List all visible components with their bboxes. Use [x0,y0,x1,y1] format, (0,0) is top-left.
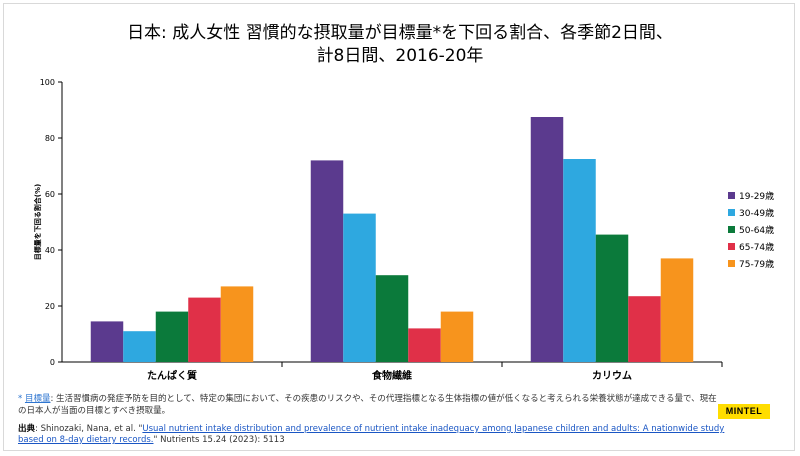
legend-swatch [728,192,735,199]
x-category-label: 食物繊維 [371,369,412,382]
y-tick-label: 60 [45,190,55,199]
footnote: * 目標量: 生活習慣病の発症予防を目的として、特定の集団において、その疾患のリ… [18,393,718,417]
source-authors: : Shinozaki, Nana, et al. " [35,424,143,434]
y-tick-label: 0 [50,358,55,367]
bar [530,117,564,362]
bar [375,275,409,362]
mintel-logo: MINTEL [718,404,770,419]
source-suffix: " Nutrients 15.24 (2023): 5113 [153,435,285,445]
bar [408,328,441,362]
footnote-text: : 生活習慣病の発症予防を目的として、特定の集団において、その疾患のリスクや、そ… [18,394,717,416]
chart-title-line2: 計8日間、2016-20年 [316,46,484,66]
chart-title: 日本: 成人女性 習慣的な摂取量が目標量*を下回る割合、各季節2日間、 計8日間… [0,22,800,68]
source-link[interactable]: Usual nutrient intake distribution and p… [18,424,725,445]
y-axis-label: 目標量を下回る割合(%) [33,184,42,260]
source-label: 出典 [18,424,36,434]
bar [188,297,221,362]
legend-label: 65-74歳 [739,241,774,253]
bar [155,311,189,362]
bar [440,311,474,362]
chart-title-line1: 日本: 成人女性 習慣的な摂取量が目標量*を下回る割合、各季節2日間、 [127,23,673,43]
legend-swatch [728,226,735,233]
chart-frame [3,3,795,451]
x-category-label: たんぱく質 [147,369,197,382]
bar [563,159,596,362]
x-category-label: カリウム [592,370,632,382]
legend-swatch [728,260,735,267]
legend-label: 75-79歳 [739,258,774,270]
y-tick-label: 40 [45,246,55,255]
legend-label: 50-64歳 [739,224,774,236]
bar [123,331,156,362]
legend-swatch [728,209,735,216]
legend-label: 19-29歳 [739,190,774,202]
y-tick-label: 100 [40,78,55,87]
y-tick-label: 80 [45,134,55,143]
bar [595,234,629,362]
bar [660,258,694,362]
legend-swatch [728,243,735,250]
bar [628,296,661,362]
bar [310,160,344,362]
bar [90,321,124,362]
y-tick-label: 20 [45,302,55,311]
footnote-term-link[interactable]: 目標量 [24,394,51,404]
bar [220,286,254,362]
bar [343,213,376,362]
legend-label: 30-49歳 [739,207,774,219]
source-citation: 出典: Shinozaki, Nana, et al. "Usual nutri… [18,424,738,446]
footnote-star: * [18,394,23,404]
